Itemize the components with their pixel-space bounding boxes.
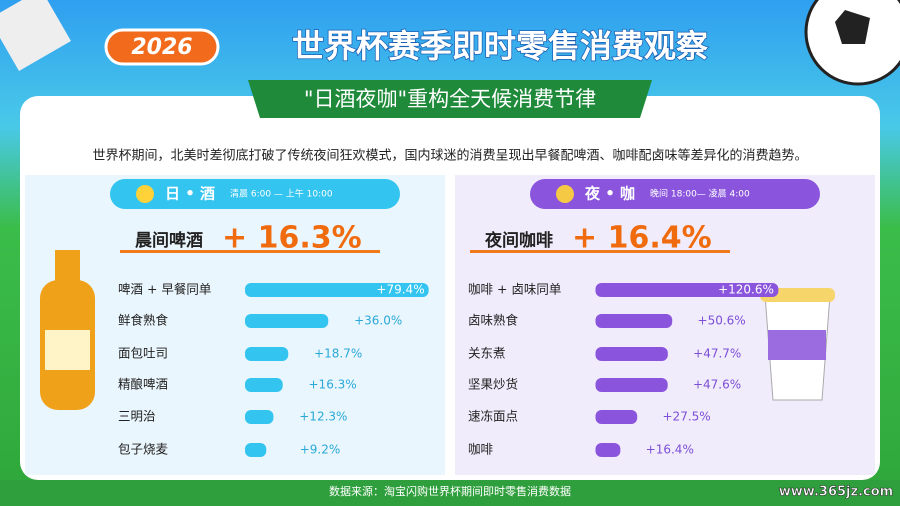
category-label: 啤酒 + 早餐同单 bbox=[118, 282, 211, 297]
bar bbox=[245, 443, 267, 457]
pill-icon bbox=[136, 185, 154, 203]
category-label: 坚果炒货 bbox=[468, 377, 518, 392]
highlight-underline bbox=[470, 250, 730, 253]
main-title: 世界杯赛季即时零售消费观察 bbox=[292, 27, 708, 65]
intro: 世界杯期间，北美时差彻底打破了传统夜间狂欢模式，国内球迷的消费呈现出早餐配啤酒、… bbox=[92, 148, 807, 164]
category-label: 咖啡 + 卤味同单 bbox=[468, 282, 561, 297]
category-label: 面包吐司 bbox=[118, 346, 168, 361]
bar bbox=[595, 443, 621, 457]
value-label: +79.4% bbox=[376, 283, 424, 297]
highlight-underline bbox=[120, 250, 380, 253]
category-label: 精酿啤酒 bbox=[118, 377, 168, 392]
category-label: 卤味熟食 bbox=[468, 313, 519, 328]
value-label: +12.3% bbox=[299, 410, 347, 424]
bar bbox=[595, 410, 638, 424]
highlight: 晨间啤酒 bbox=[135, 230, 203, 251]
panel-title: 日 • 酒 bbox=[165, 185, 215, 203]
bar bbox=[595, 314, 673, 328]
category-label: 包子烧麦 bbox=[118, 442, 169, 457]
highlight-value: + 16.3% bbox=[222, 221, 362, 256]
coffee-sleeve bbox=[768, 330, 826, 360]
value-label: +9.2% bbox=[300, 443, 341, 457]
value-label: +120.6% bbox=[718, 283, 774, 297]
bar bbox=[245, 347, 289, 361]
subtitle: "日酒夜咖"重构全天候消费节律 bbox=[304, 87, 596, 111]
value-label: +47.6% bbox=[693, 378, 741, 392]
watermark: www.365jz.com bbox=[779, 485, 893, 500]
jersey bbox=[0, 0, 71, 71]
beer-neck bbox=[55, 250, 80, 290]
category-label: 三明治 bbox=[118, 409, 156, 424]
panel-time: 晚间 18:00— 凌晨 4:00 bbox=[650, 188, 750, 200]
value-label: +36.0% bbox=[354, 314, 402, 328]
ball-patch bbox=[835, 10, 870, 44]
subtitle-tab bbox=[248, 80, 652, 118]
footer: 数据来源：淘宝闪购世界杯期间即时零售消费数据 bbox=[329, 484, 571, 498]
bar bbox=[245, 378, 283, 392]
bar bbox=[595, 347, 668, 361]
bar bbox=[245, 314, 329, 328]
bar bbox=[595, 283, 779, 297]
category-label: 咖啡 bbox=[468, 442, 494, 457]
footer-strip bbox=[0, 480, 900, 506]
value-label: +47.7% bbox=[693, 347, 741, 361]
bar bbox=[245, 283, 429, 297]
year-badge bbox=[104, 28, 220, 66]
coffee-lid bbox=[760, 288, 835, 302]
panel-pill bbox=[110, 179, 400, 209]
panel-time: 清晨 6:00 — 上午 10:00 bbox=[230, 188, 333, 200]
pill-icon bbox=[556, 185, 574, 203]
value-label: +16.3% bbox=[309, 378, 357, 392]
highlight-value: + 16.4% bbox=[572, 221, 712, 256]
category-label: 关东煮 bbox=[468, 346, 506, 361]
value-label: +27.5% bbox=[663, 410, 711, 424]
bar bbox=[595, 378, 668, 392]
highlight: 夜间咖啡 bbox=[484, 230, 553, 251]
panel-title: 夜 • 咖 bbox=[584, 185, 635, 203]
value-label: +18.7% bbox=[314, 347, 362, 361]
panel-pill bbox=[530, 179, 820, 209]
value-label: +16.4% bbox=[646, 443, 694, 457]
year: 2026 bbox=[131, 35, 192, 60]
category-label: 速冻面点 bbox=[468, 409, 518, 424]
bar bbox=[245, 410, 274, 424]
value-label: +50.6% bbox=[698, 314, 746, 328]
beer-label bbox=[45, 330, 90, 370]
category-label: 鲜食熟食 bbox=[118, 313, 169, 328]
